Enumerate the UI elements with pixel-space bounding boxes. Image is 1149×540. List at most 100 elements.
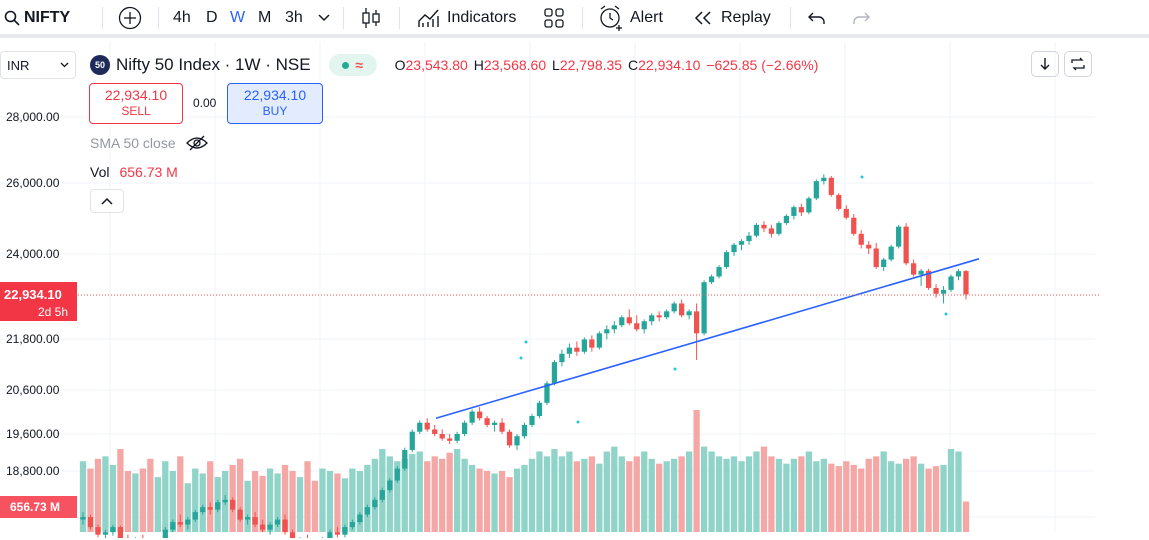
candle-body xyxy=(476,411,483,419)
candle-body xyxy=(185,519,191,525)
volume-bar xyxy=(873,456,880,532)
candle-body xyxy=(761,224,767,229)
volume-bar xyxy=(745,456,753,532)
volume-bar xyxy=(244,480,251,532)
interval-w[interactable]: W xyxy=(230,9,246,26)
replay-label: Replay xyxy=(721,9,771,26)
volume-bar xyxy=(102,456,109,532)
candle-body xyxy=(596,333,602,348)
chart-type-button[interactable] xyxy=(360,0,382,36)
volume-bar xyxy=(775,458,783,532)
volume-bar xyxy=(805,451,812,532)
candle-body xyxy=(753,224,760,236)
candle-body xyxy=(783,215,790,224)
candle-body xyxy=(274,519,281,525)
undo-icon xyxy=(808,12,825,24)
volume-bar xyxy=(334,473,341,532)
volume-bar xyxy=(79,461,87,532)
candle-body xyxy=(896,226,902,247)
volume-bar xyxy=(880,451,887,532)
volume-bar xyxy=(401,458,408,532)
candle-body xyxy=(813,181,819,199)
candle-body xyxy=(80,517,86,520)
volume-bar xyxy=(274,473,281,532)
indicators-icon xyxy=(418,9,439,27)
volume-bar xyxy=(446,452,453,532)
volume-bar xyxy=(371,458,378,532)
volume-bar xyxy=(349,468,356,532)
candle-body xyxy=(940,289,947,294)
volume-bar xyxy=(581,458,588,532)
indicators-button[interactable]: Indicators xyxy=(417,0,516,36)
candle-body xyxy=(566,347,573,354)
candle-body xyxy=(731,244,737,253)
volume-bar xyxy=(356,471,364,532)
undo-button[interactable] xyxy=(807,0,827,36)
volume-bar xyxy=(648,458,655,532)
candle-body xyxy=(200,507,206,513)
interval-m[interactable]: M xyxy=(258,9,272,26)
volume-bar xyxy=(551,449,558,532)
redo-button[interactable] xyxy=(851,0,871,36)
candle-body xyxy=(536,402,543,417)
volume-bar xyxy=(304,461,311,532)
symbol-search[interactable]: NIFTY xyxy=(4,0,70,36)
price-tick: 20,600.00 xyxy=(6,383,60,397)
candle-body xyxy=(619,317,625,326)
candle-body xyxy=(162,529,168,538)
price-chart[interactable]: 28,000.00 26,000.00 24,000.00 21,800.00 20,6… xyxy=(0,42,1149,538)
layouts-button[interactable] xyxy=(543,0,565,36)
price-tick: 24,000.00 xyxy=(6,247,60,261)
candle-body xyxy=(402,449,408,469)
volume-bar xyxy=(483,471,491,532)
interval-3h[interactable]: 3h xyxy=(285,9,303,26)
compare-add-button[interactable] xyxy=(118,0,142,36)
volume-bar xyxy=(603,451,610,532)
candle-body xyxy=(282,519,288,533)
price-axis[interactable]: 28,000.00 26,000.00 24,000.00 21,800.00 20,6… xyxy=(0,110,1100,518)
candle-body xyxy=(327,532,333,538)
divider xyxy=(102,7,103,29)
divider xyxy=(582,7,583,29)
price-tick: 21,800.00 xyxy=(6,332,60,346)
candle-body xyxy=(738,241,745,245)
plus-circle-icon xyxy=(118,6,142,30)
candle-body xyxy=(469,411,475,423)
volume-bar xyxy=(162,461,169,532)
candle-body xyxy=(551,362,558,384)
interval-4h[interactable]: 4h xyxy=(173,9,191,26)
volume-bar xyxy=(558,456,566,532)
trendline-layer[interactable] xyxy=(435,258,980,420)
candle-body xyxy=(955,271,962,277)
volume-bar xyxy=(207,461,214,532)
volume-bar xyxy=(858,468,865,532)
candle-body xyxy=(806,198,812,213)
candle-body xyxy=(686,311,692,316)
volume-bar xyxy=(289,471,296,532)
divider xyxy=(158,7,159,29)
volume-bar xyxy=(124,471,132,532)
candle-body xyxy=(110,527,116,533)
candle-body xyxy=(723,252,730,268)
volume-bar xyxy=(663,461,670,532)
volume-bar xyxy=(132,473,139,532)
candle-body xyxy=(910,263,917,275)
volume-bar xyxy=(588,456,595,532)
signal-dot xyxy=(519,356,523,360)
current-price-label: 22,934.10 xyxy=(4,287,62,302)
candle-body xyxy=(514,436,520,446)
interval-dropdown[interactable] xyxy=(318,0,330,36)
alert-button[interactable]: Alert xyxy=(598,0,663,36)
volume-bar xyxy=(341,478,349,532)
volume-bar xyxy=(498,471,506,532)
volume-bar xyxy=(177,456,184,532)
interval-d[interactable]: D xyxy=(206,9,218,26)
replay-button[interactable]: Replay xyxy=(693,0,771,36)
volume-bar xyxy=(311,480,319,532)
volume-bar xyxy=(528,458,536,532)
volume-bar xyxy=(543,456,551,532)
candle-body xyxy=(948,276,954,290)
candle-body xyxy=(791,207,797,216)
candle-body xyxy=(207,507,213,510)
price-tick: 18,800.00 xyxy=(6,464,60,478)
